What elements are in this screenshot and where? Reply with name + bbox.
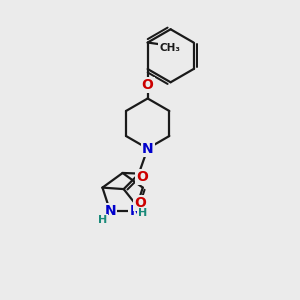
Text: O: O: [136, 170, 148, 184]
Text: N: N: [142, 142, 154, 155]
Text: CH₃: CH₃: [159, 43, 180, 53]
Text: H: H: [138, 208, 147, 218]
Text: N: N: [129, 204, 141, 218]
Text: N: N: [104, 204, 116, 218]
Text: O: O: [142, 78, 154, 92]
Text: O: O: [134, 196, 146, 210]
Text: H: H: [98, 215, 107, 225]
